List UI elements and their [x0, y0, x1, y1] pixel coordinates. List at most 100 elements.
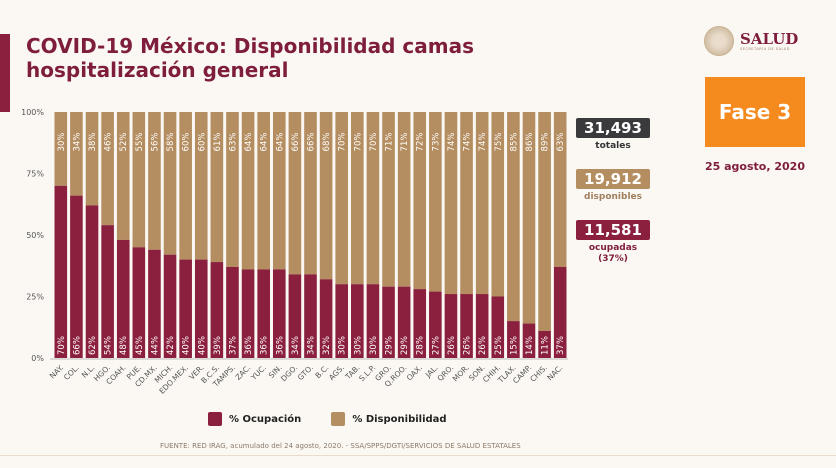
- bar-availability: [210, 112, 224, 263]
- bar-availability: [304, 112, 317, 275]
- bar-occupation: [491, 296, 505, 358]
- x-tick-label: AGS.: [327, 363, 346, 382]
- data-label-occupation: 30%: [338, 336, 348, 355]
- bar-occupation: [132, 247, 146, 358]
- data-label-occupation: 15%: [509, 336, 519, 355]
- x-tick-label: ZAC.: [234, 363, 253, 382]
- data-label-occupation: 40%: [197, 336, 207, 355]
- bar-availability: [507, 112, 520, 322]
- data-label-availability: 74%: [463, 133, 473, 152]
- legend-item-occupation: % Ocupación: [208, 412, 301, 426]
- mexico-seal-icon: [704, 26, 734, 56]
- bar-occupation: [148, 249, 161, 358]
- data-label-occupation: 28%: [416, 336, 426, 355]
- data-label-occupation: 48%: [119, 336, 129, 355]
- data-label-availability: 56%: [150, 133, 160, 152]
- bar-availability: [366, 112, 380, 285]
- bar-occupation: [194, 259, 208, 358]
- bar-availability: [335, 112, 349, 285]
- data-label-availability: 34%: [72, 133, 82, 152]
- data-label-occupation: 36%: [260, 336, 270, 355]
- bar-occupation: [163, 254, 177, 358]
- data-label-availability: 74%: [447, 133, 457, 152]
- data-label-occupation: 11%: [541, 336, 551, 355]
- bar-availability: [553, 112, 567, 267]
- data-label-occupation: 34%: [307, 336, 317, 355]
- data-label-occupation: 26%: [478, 336, 488, 355]
- bar-occupation: [397, 286, 411, 358]
- bar-availability: [288, 112, 302, 275]
- bar-availability: [54, 112, 68, 186]
- bar-occupation: [70, 195, 83, 358]
- bar-occupation: [538, 330, 551, 358]
- salud-logo: SALUD SECRETARÍA DE SALUD: [704, 26, 798, 56]
- bar-availability: [148, 112, 161, 250]
- data-label-occupation: 30%: [369, 336, 379, 355]
- data-label-availability: 71%: [400, 133, 410, 152]
- x-tick-label: CHIS.: [528, 363, 549, 384]
- data-label-availability: 64%: [244, 133, 254, 152]
- bar-occupation: [101, 225, 114, 358]
- legend-label-occupation: % Ocupación: [229, 413, 302, 425]
- bar-occupation: [272, 269, 286, 358]
- bar-occupation: [522, 323, 536, 358]
- bar-occupation: [210, 262, 224, 358]
- stat-total-label: totales: [595, 141, 631, 151]
- bar-availability: [132, 112, 146, 248]
- y-tick-label: 50%: [26, 231, 44, 240]
- bar-occupation: [241, 269, 255, 358]
- data-label-availability: 63%: [556, 133, 566, 152]
- bar-availability: [413, 112, 427, 290]
- bar-availability: [538, 112, 551, 331]
- bar-availability: [257, 112, 270, 270]
- data-label-occupation: 42%: [166, 336, 176, 355]
- bar-occupation: [382, 286, 395, 358]
- data-label-occupation: 45%: [135, 336, 145, 355]
- bar-availability: [444, 112, 458, 295]
- bar-occupation: [475, 294, 489, 358]
- data-label-availability: 73%: [431, 133, 441, 152]
- stat-occupied-label: ocupadas (37%): [588, 243, 638, 264]
- bar-availability: [351, 112, 364, 285]
- bar-availability: [179, 112, 192, 260]
- data-label-availability: 38%: [88, 133, 98, 152]
- y-tick-label: 25%: [26, 293, 44, 302]
- data-label-occupation: 37%: [556, 336, 566, 355]
- bar-availability: [319, 112, 333, 280]
- data-label-availability: 74%: [478, 133, 488, 152]
- data-label-availability: 70%: [369, 133, 379, 152]
- bar-availability: [226, 112, 239, 267]
- legend-swatch-occupation: [208, 412, 222, 426]
- stat-available: 19,912 disponibles: [576, 169, 650, 203]
- data-label-availability: 60%: [197, 133, 207, 152]
- data-label-availability: 64%: [260, 133, 270, 152]
- bar-occupation: [319, 279, 333, 358]
- bar-occupation: [429, 291, 442, 358]
- legend-label-availability: % Disponibilidad: [352, 413, 447, 425]
- x-tick-label: DGO.: [279, 363, 299, 383]
- bar-availability: [460, 112, 473, 295]
- data-label-availability: 72%: [416, 133, 426, 152]
- data-label-occupation: 36%: [244, 336, 254, 355]
- legend-swatch-availability: [331, 412, 346, 426]
- data-label-availability: 55%: [135, 133, 145, 152]
- data-label-availability: 30%: [57, 133, 67, 152]
- y-tick-label: 0%: [31, 354, 44, 363]
- bar-occupation: [460, 294, 473, 358]
- bar-availability: [397, 112, 411, 287]
- logo-name: SALUD: [740, 29, 799, 48]
- bar-occupation: [444, 294, 458, 358]
- y-tick-label: 100%: [21, 108, 44, 117]
- title-accent-bar: [0, 34, 10, 112]
- data-label-occupation: 40%: [182, 336, 192, 355]
- source-footnote: FUENTE: RED IRAG, acumulado del 24 agost…: [160, 442, 521, 450]
- page-title: COVID-19 México: Disponibilidad camas ho…: [26, 34, 474, 82]
- stat-total-value: 31,493: [576, 118, 650, 138]
- y-tick-label: 75%: [26, 170, 44, 179]
- x-tick-label: OAX.: [405, 363, 424, 382]
- stat-total: 31,493 totales: [576, 118, 650, 152]
- data-label-availability: 71%: [385, 133, 395, 152]
- chart-legend: % Ocupación % Disponibilidad: [208, 412, 447, 426]
- phase-badge: Fase 3: [705, 77, 805, 147]
